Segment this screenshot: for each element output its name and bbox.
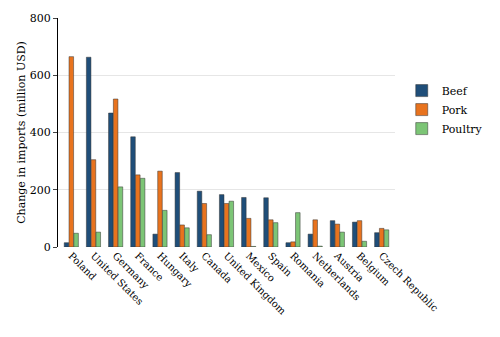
svg-text:600: 600 — [30, 69, 51, 82]
svg-text:Poland: Poland — [66, 250, 98, 282]
svg-text:Belgium: Belgium — [355, 250, 393, 288]
svg-text:Change in imports (million USD: Change in imports (million USD) — [15, 41, 28, 224]
svg-text:Canada: Canada — [199, 250, 234, 285]
svg-text:400: 400 — [30, 126, 51, 139]
svg-text:Spain: Spain — [266, 250, 295, 279]
svg-text:800: 800 — [30, 12, 51, 25]
svg-text:France: France — [133, 250, 166, 283]
svg-text:200: 200 — [30, 184, 51, 197]
svg-text:Pork: Pork — [442, 104, 468, 117]
svg-text:Beef: Beef — [442, 85, 468, 98]
svg-text:United States: United States — [89, 250, 146, 307]
svg-text:Italy: Italy — [177, 250, 201, 274]
svg-text:Poultry: Poultry — [442, 123, 483, 136]
svg-text:Austria: Austria — [332, 249, 367, 284]
svg-text:Germany: Germany — [111, 250, 152, 291]
svg-text:Mexico: Mexico — [244, 250, 278, 284]
svg-text:Netherlands: Netherlands — [310, 250, 362, 302]
svg-text:Hungary: Hungary — [155, 250, 194, 289]
svg-text:Czech Republic: Czech Republic — [377, 250, 441, 314]
svg-text:Romania: Romania — [288, 250, 327, 289]
svg-text:United Kingdom: United Kingdom — [222, 250, 289, 317]
svg-text:0: 0 — [44, 241, 51, 254]
